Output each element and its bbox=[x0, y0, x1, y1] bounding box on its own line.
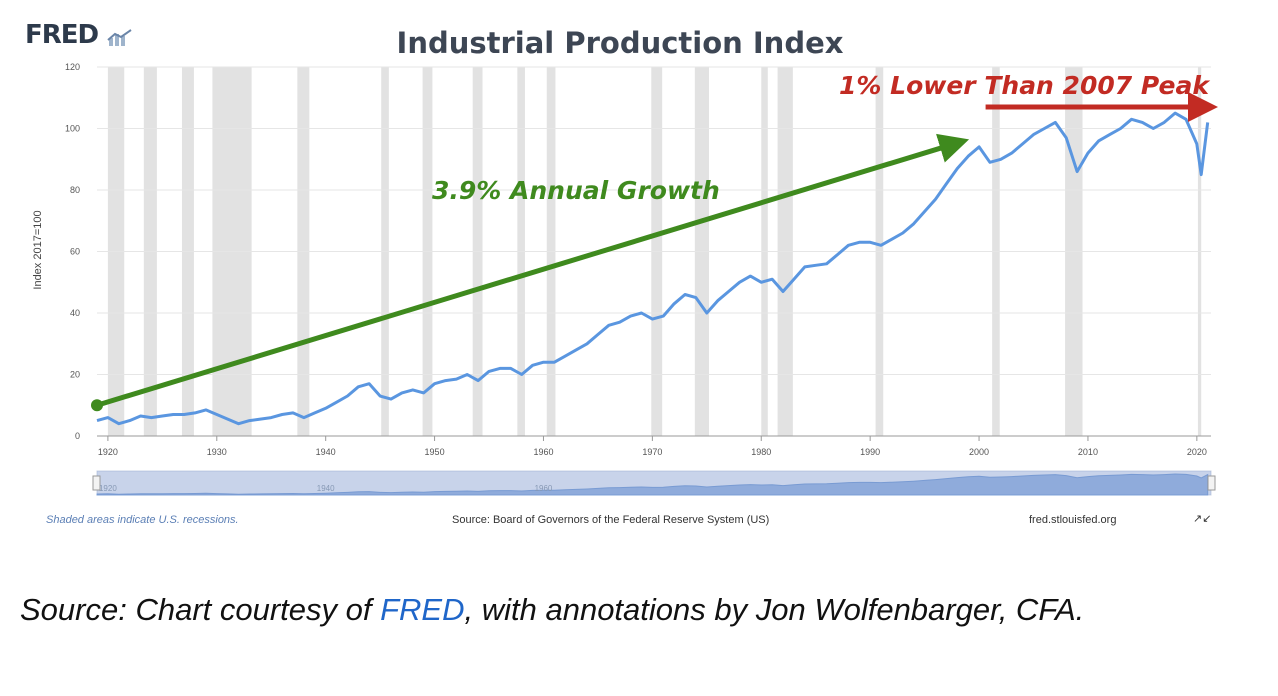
series-line bbox=[96, 111, 1210, 426]
x-tick-labels: 1920 1930 1940 1950 1960 1970 1980 1990 2000 2010… bbox=[98, 436, 1207, 457]
chart-svg: 0 20 40 60 80 100 120 1920 1930 1940 1950 1960 1970… bbox=[32, 62, 1218, 496]
chart-title: Industrial Production Index bbox=[396, 26, 844, 60]
navigator-tick-label: 1920 bbox=[99, 484, 117, 493]
x-tick-label: 2000 bbox=[969, 447, 989, 457]
x-tick-label: 1990 bbox=[860, 447, 880, 457]
y-tick-label: 40 bbox=[70, 308, 80, 318]
peak-annotation: 1% Lower Than 2007 Peak bbox=[839, 71, 1210, 100]
expand-icon[interactable]: ↗↙ bbox=[1193, 513, 1212, 525]
fred-logo[interactable]: FRED bbox=[25, 20, 99, 50]
source-note: Source: Board of Governors of the Federa… bbox=[452, 514, 770, 526]
navigator-area bbox=[96, 473, 1209, 496]
fred-logo-icon bbox=[107, 29, 132, 46]
y-tick-labels: 0 20 40 60 80 100 120 bbox=[65, 62, 80, 441]
recession-note: Shaded areas indicate U.S. recessions. bbox=[46, 514, 239, 526]
y-tick-label: 100 bbox=[65, 124, 80, 134]
navigator-handle-right bbox=[1207, 475, 1216, 491]
navigator-handle-left bbox=[92, 475, 101, 491]
x-tick-label: 2010 bbox=[1078, 447, 1098, 457]
x-tick-label: 1950 bbox=[425, 447, 445, 457]
y-tick-label: 80 bbox=[70, 185, 80, 195]
caption-prefix: Source: Chart courtesy of bbox=[20, 592, 381, 627]
fred-link[interactable]: FRED bbox=[380, 592, 465, 627]
x-tick-label: 1970 bbox=[642, 447, 662, 457]
series-layer bbox=[96, 111, 1210, 426]
image-caption: Source: Chart courtesy of FRED, with ann… bbox=[20, 585, 1260, 635]
y-axis-label: Index 2017=100 bbox=[32, 210, 44, 289]
x-tick-label: 1920 bbox=[98, 447, 118, 457]
navigator-tick-label: 1960 bbox=[535, 484, 553, 493]
navigator-tick-label: 1940 bbox=[317, 484, 335, 493]
x-tick-label: 1940 bbox=[316, 447, 336, 457]
x-tick-label: 1980 bbox=[751, 447, 771, 457]
x-tick-label: 1930 bbox=[207, 447, 227, 457]
growth-annotation: 3.9% Annual Growth bbox=[432, 176, 720, 205]
annotations: 3.9% Annual Growth 1% Lower Than 2007 Pea… bbox=[91, 71, 1218, 412]
y-tick-label: 60 bbox=[70, 247, 80, 257]
x-tick-label: 1960 bbox=[533, 447, 553, 457]
y-tick-label: 20 bbox=[70, 370, 80, 380]
x-tick-label: 2020 bbox=[1187, 447, 1207, 457]
chart-frame: FRED Industrial Production Index 0 20 40 60… bbox=[25, 20, 1218, 526]
y-tick-label: 0 bbox=[75, 431, 80, 441]
y-tick-label: 120 bbox=[65, 62, 80, 72]
range-navigator[interactable]: 1920 1940 1960 bbox=[92, 470, 1216, 496]
growth-arrow bbox=[96, 133, 970, 408]
caption-suffix: , with annotations by Jon Wolfenbarger, … bbox=[464, 592, 1085, 627]
grid-lines bbox=[97, 66, 1211, 375]
navigator-selection bbox=[97, 471, 1211, 495]
fred-site-link[interactable]: fred.stlouisfed.org bbox=[1029, 514, 1117, 526]
